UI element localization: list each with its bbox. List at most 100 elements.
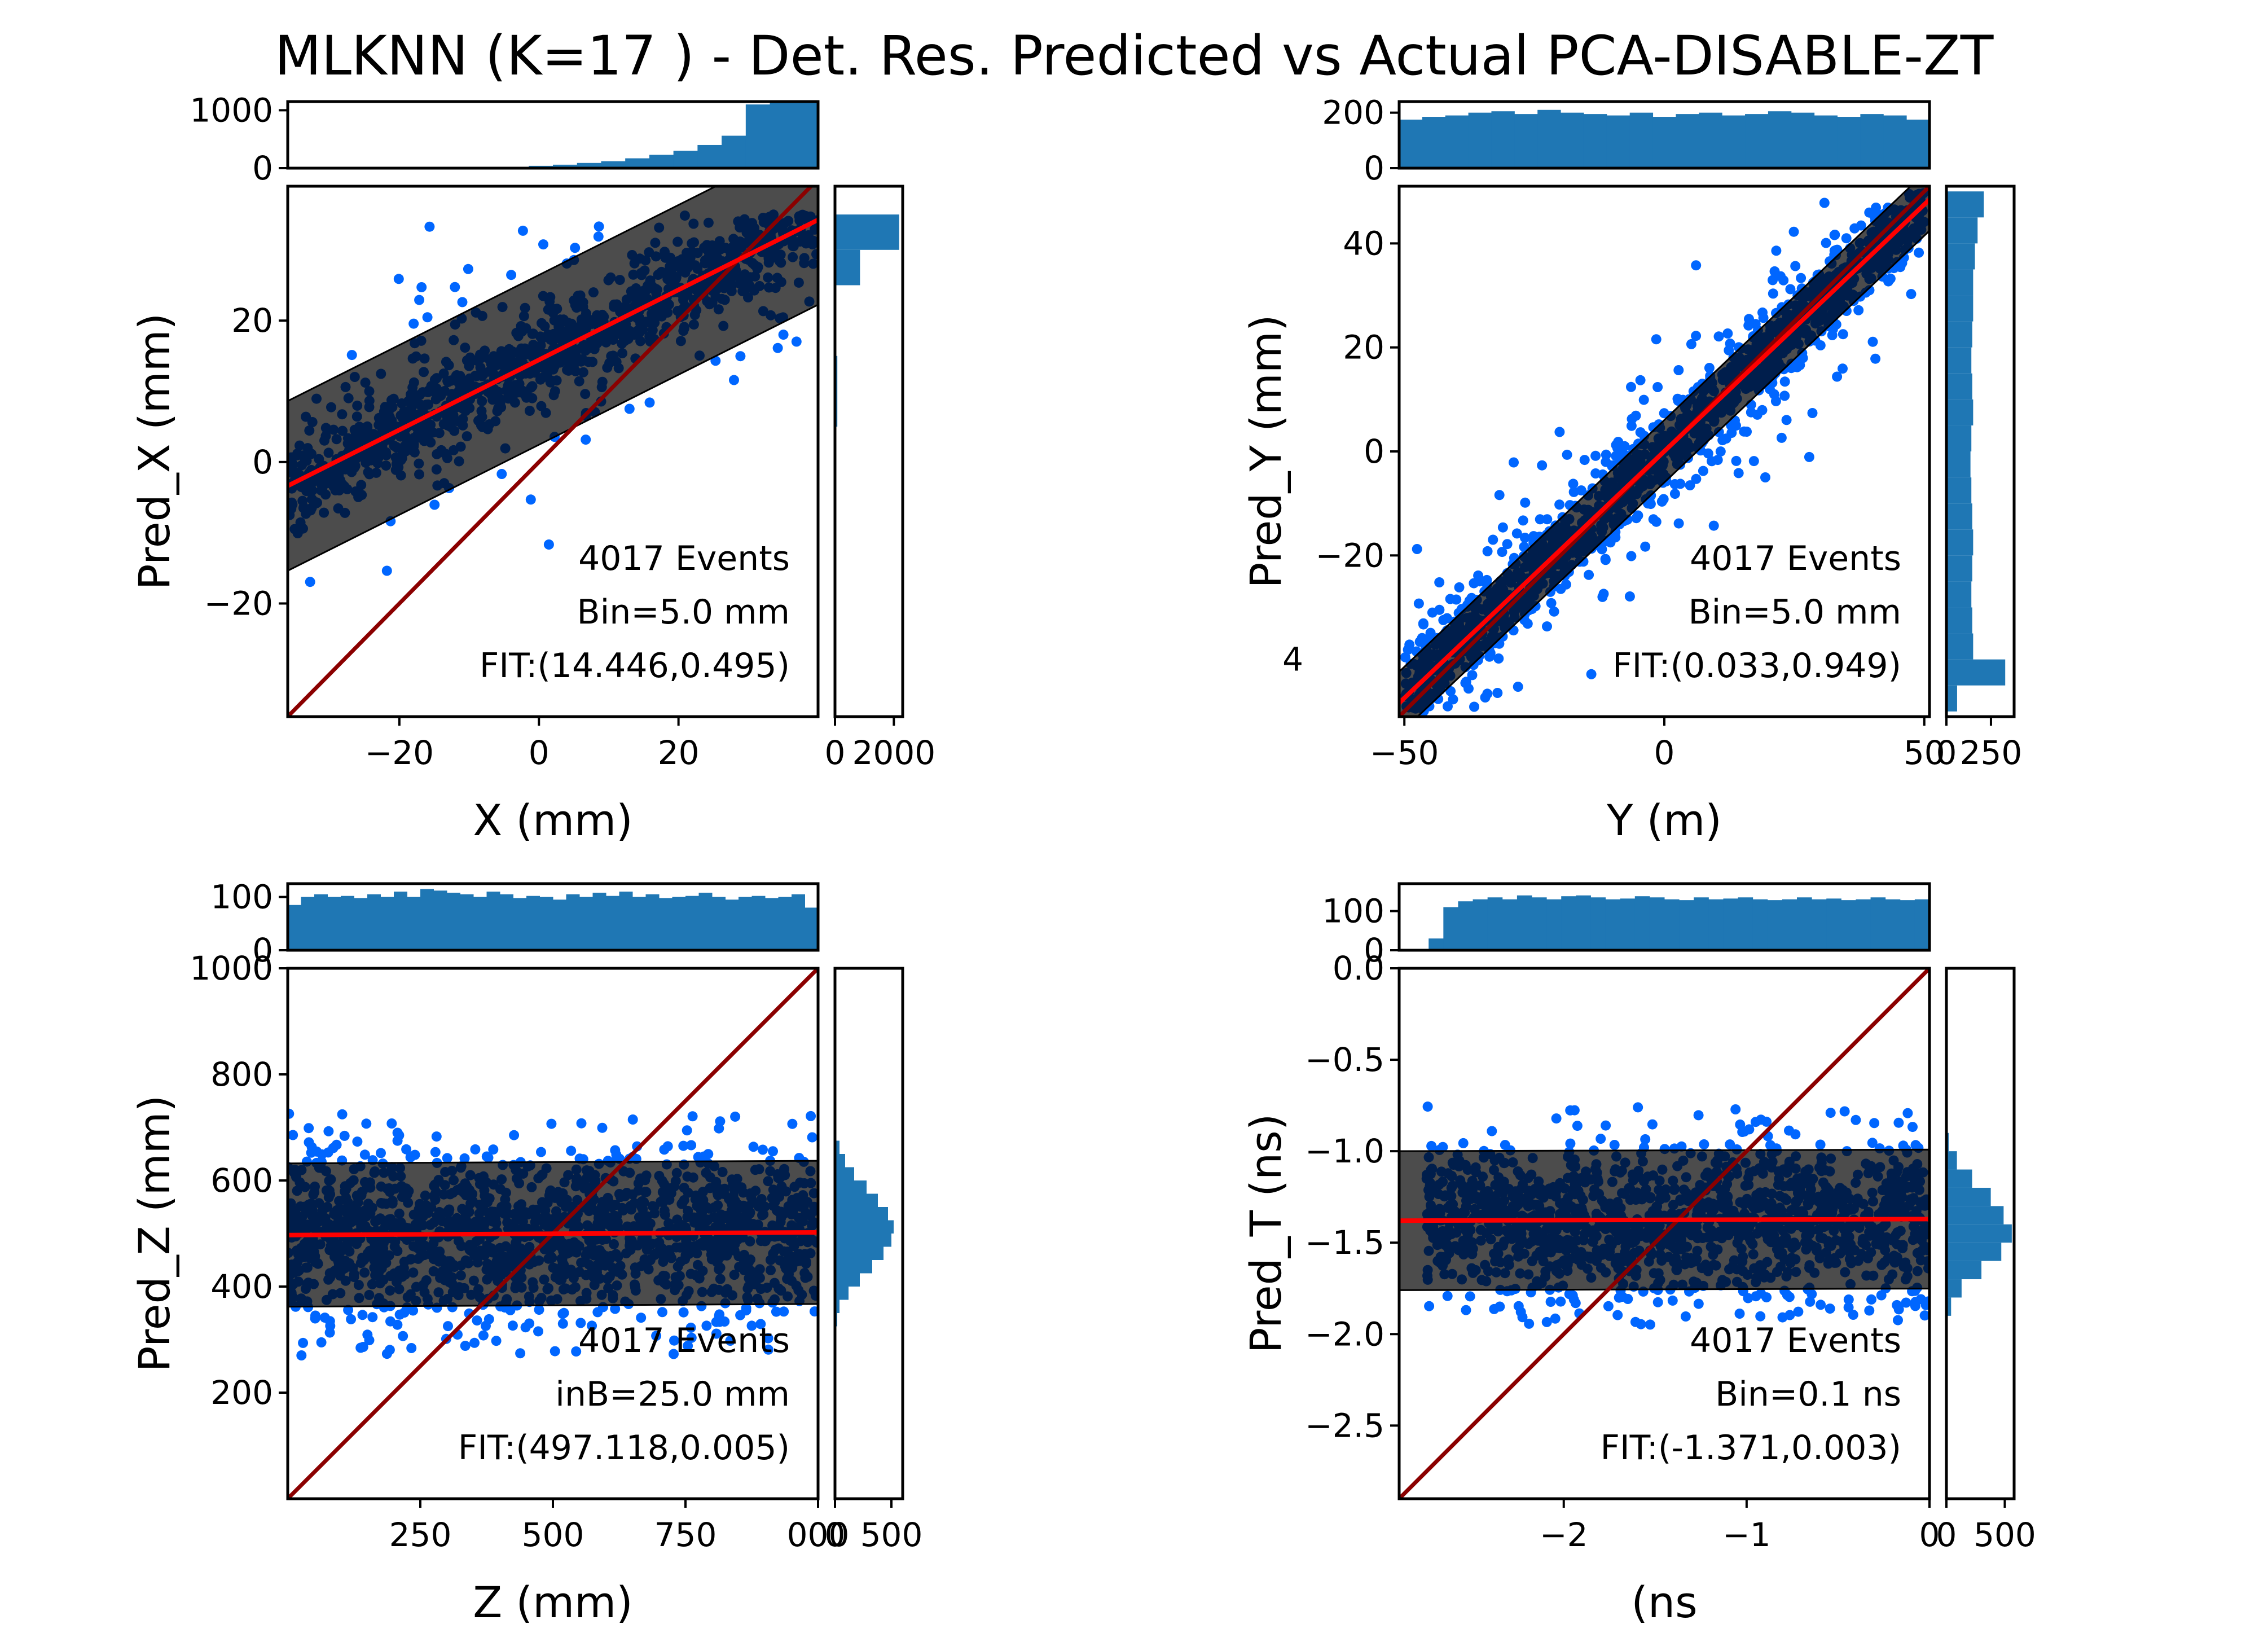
fit-line xyxy=(1399,197,1929,705)
top-hist-tick-label: 1000 xyxy=(190,91,273,129)
right-hist-bar xyxy=(835,1140,839,1154)
top-hist-bar xyxy=(1606,115,1630,168)
data-point xyxy=(1443,701,1453,712)
data-point xyxy=(1497,547,1507,558)
right-hist-frame xyxy=(833,185,904,718)
figure-title: MLKNN (K=17 ) - Det. Res. Predicted vs A… xyxy=(275,24,1994,87)
data-point xyxy=(1458,1138,1469,1148)
data-point xyxy=(367,1312,378,1323)
data-point xyxy=(288,1130,298,1140)
right-hist-bar xyxy=(1946,295,1973,322)
data-point xyxy=(1726,420,1737,431)
data-point xyxy=(1691,260,1702,271)
data-point xyxy=(1807,408,1818,418)
data-point xyxy=(1722,328,1733,339)
plot-area xyxy=(288,968,818,1499)
data-point xyxy=(1815,340,1826,350)
data-point xyxy=(1769,389,1779,400)
data-point xyxy=(683,1341,693,1351)
top-hist-bar xyxy=(765,898,779,950)
data-point xyxy=(1487,1126,1497,1136)
data-point xyxy=(1867,336,1878,347)
fit-annotation: inB=25.0 mm xyxy=(555,1375,790,1414)
data-point xyxy=(644,397,655,408)
y-axis-label: Pred_Z (mm) xyxy=(129,1095,179,1372)
data-point xyxy=(1673,365,1684,375)
data-point xyxy=(1413,598,1424,609)
data-point xyxy=(1648,514,1659,525)
top-hist-bar xyxy=(745,104,771,168)
data-point xyxy=(459,1153,470,1164)
right-hist-bar xyxy=(1946,633,1973,660)
data-point xyxy=(1838,329,1848,340)
top-hist-bar xyxy=(673,151,698,168)
y-tick-label: 4 xyxy=(1282,640,1303,679)
data-point xyxy=(460,1341,471,1351)
data-point xyxy=(1417,633,1427,643)
top-hist-frame xyxy=(286,882,820,952)
fit-annotation: 4017 Events xyxy=(578,539,790,578)
top-hist-bar xyxy=(649,155,674,168)
data-point xyxy=(324,1327,335,1338)
top-hist-bar xyxy=(672,897,686,950)
data-point xyxy=(1785,284,1796,295)
data-point xyxy=(546,1118,557,1129)
top-hist-bar xyxy=(288,905,301,950)
data-point xyxy=(358,1342,368,1352)
data-point xyxy=(1442,1291,1453,1301)
data-point xyxy=(809,1306,818,1317)
data-point xyxy=(1885,273,1896,284)
data-point xyxy=(779,1306,789,1317)
data-point xyxy=(1748,456,1759,467)
data-point xyxy=(311,1146,322,1157)
data-point xyxy=(1717,435,1728,446)
data-point xyxy=(470,1144,481,1155)
data-point xyxy=(1734,1309,1745,1319)
data-point xyxy=(1841,233,1852,244)
fit-annotation: Bin=5.0 mm xyxy=(1688,592,1901,632)
data-point xyxy=(422,312,433,323)
data-point xyxy=(685,1322,696,1333)
data-point xyxy=(1542,621,1552,632)
data-point xyxy=(1816,1300,1826,1310)
data-point xyxy=(1549,606,1559,617)
data-point xyxy=(627,1114,638,1125)
data-point xyxy=(1635,375,1646,385)
right-hist-bar xyxy=(835,1300,839,1313)
data-point xyxy=(491,1336,502,1346)
data-point xyxy=(610,1145,621,1156)
data-point xyxy=(1746,407,1756,418)
data-point xyxy=(1418,618,1429,629)
data-point xyxy=(1742,427,1752,437)
confidence-band xyxy=(288,186,818,572)
data-point xyxy=(1906,289,1917,300)
top-hist-bar xyxy=(473,897,487,950)
data-point xyxy=(1601,449,1611,460)
top-hist-bar xyxy=(553,164,578,168)
y-axis-label: Pred_Y (mm) xyxy=(1241,314,1291,588)
data-point xyxy=(1494,490,1505,501)
x-axis-label: Y (m) xyxy=(1606,795,1722,845)
data-point xyxy=(463,264,473,274)
data-point xyxy=(361,1118,372,1129)
data-point xyxy=(1467,670,1478,681)
data-point xyxy=(1731,455,1742,466)
data-point xyxy=(1819,197,1830,208)
data-point xyxy=(515,1348,526,1359)
data-point xyxy=(381,565,392,576)
data-point xyxy=(711,1328,722,1339)
data-point xyxy=(538,239,548,250)
x-tick-label: 000 xyxy=(787,1516,850,1554)
data-point xyxy=(1703,448,1713,459)
data-point xyxy=(1484,651,1495,662)
data-point xyxy=(1605,537,1616,548)
right-hist-bar xyxy=(1946,243,1975,270)
right-hist-bar xyxy=(835,1207,888,1221)
data-point xyxy=(1520,497,1531,508)
data-point xyxy=(1651,334,1662,345)
top-hist-tick-label: 0 xyxy=(252,931,273,969)
right-hist-bar xyxy=(1946,321,1972,348)
data-point xyxy=(1825,1108,1836,1118)
right-hist-bar xyxy=(835,1193,878,1207)
data-point xyxy=(1586,669,1597,679)
